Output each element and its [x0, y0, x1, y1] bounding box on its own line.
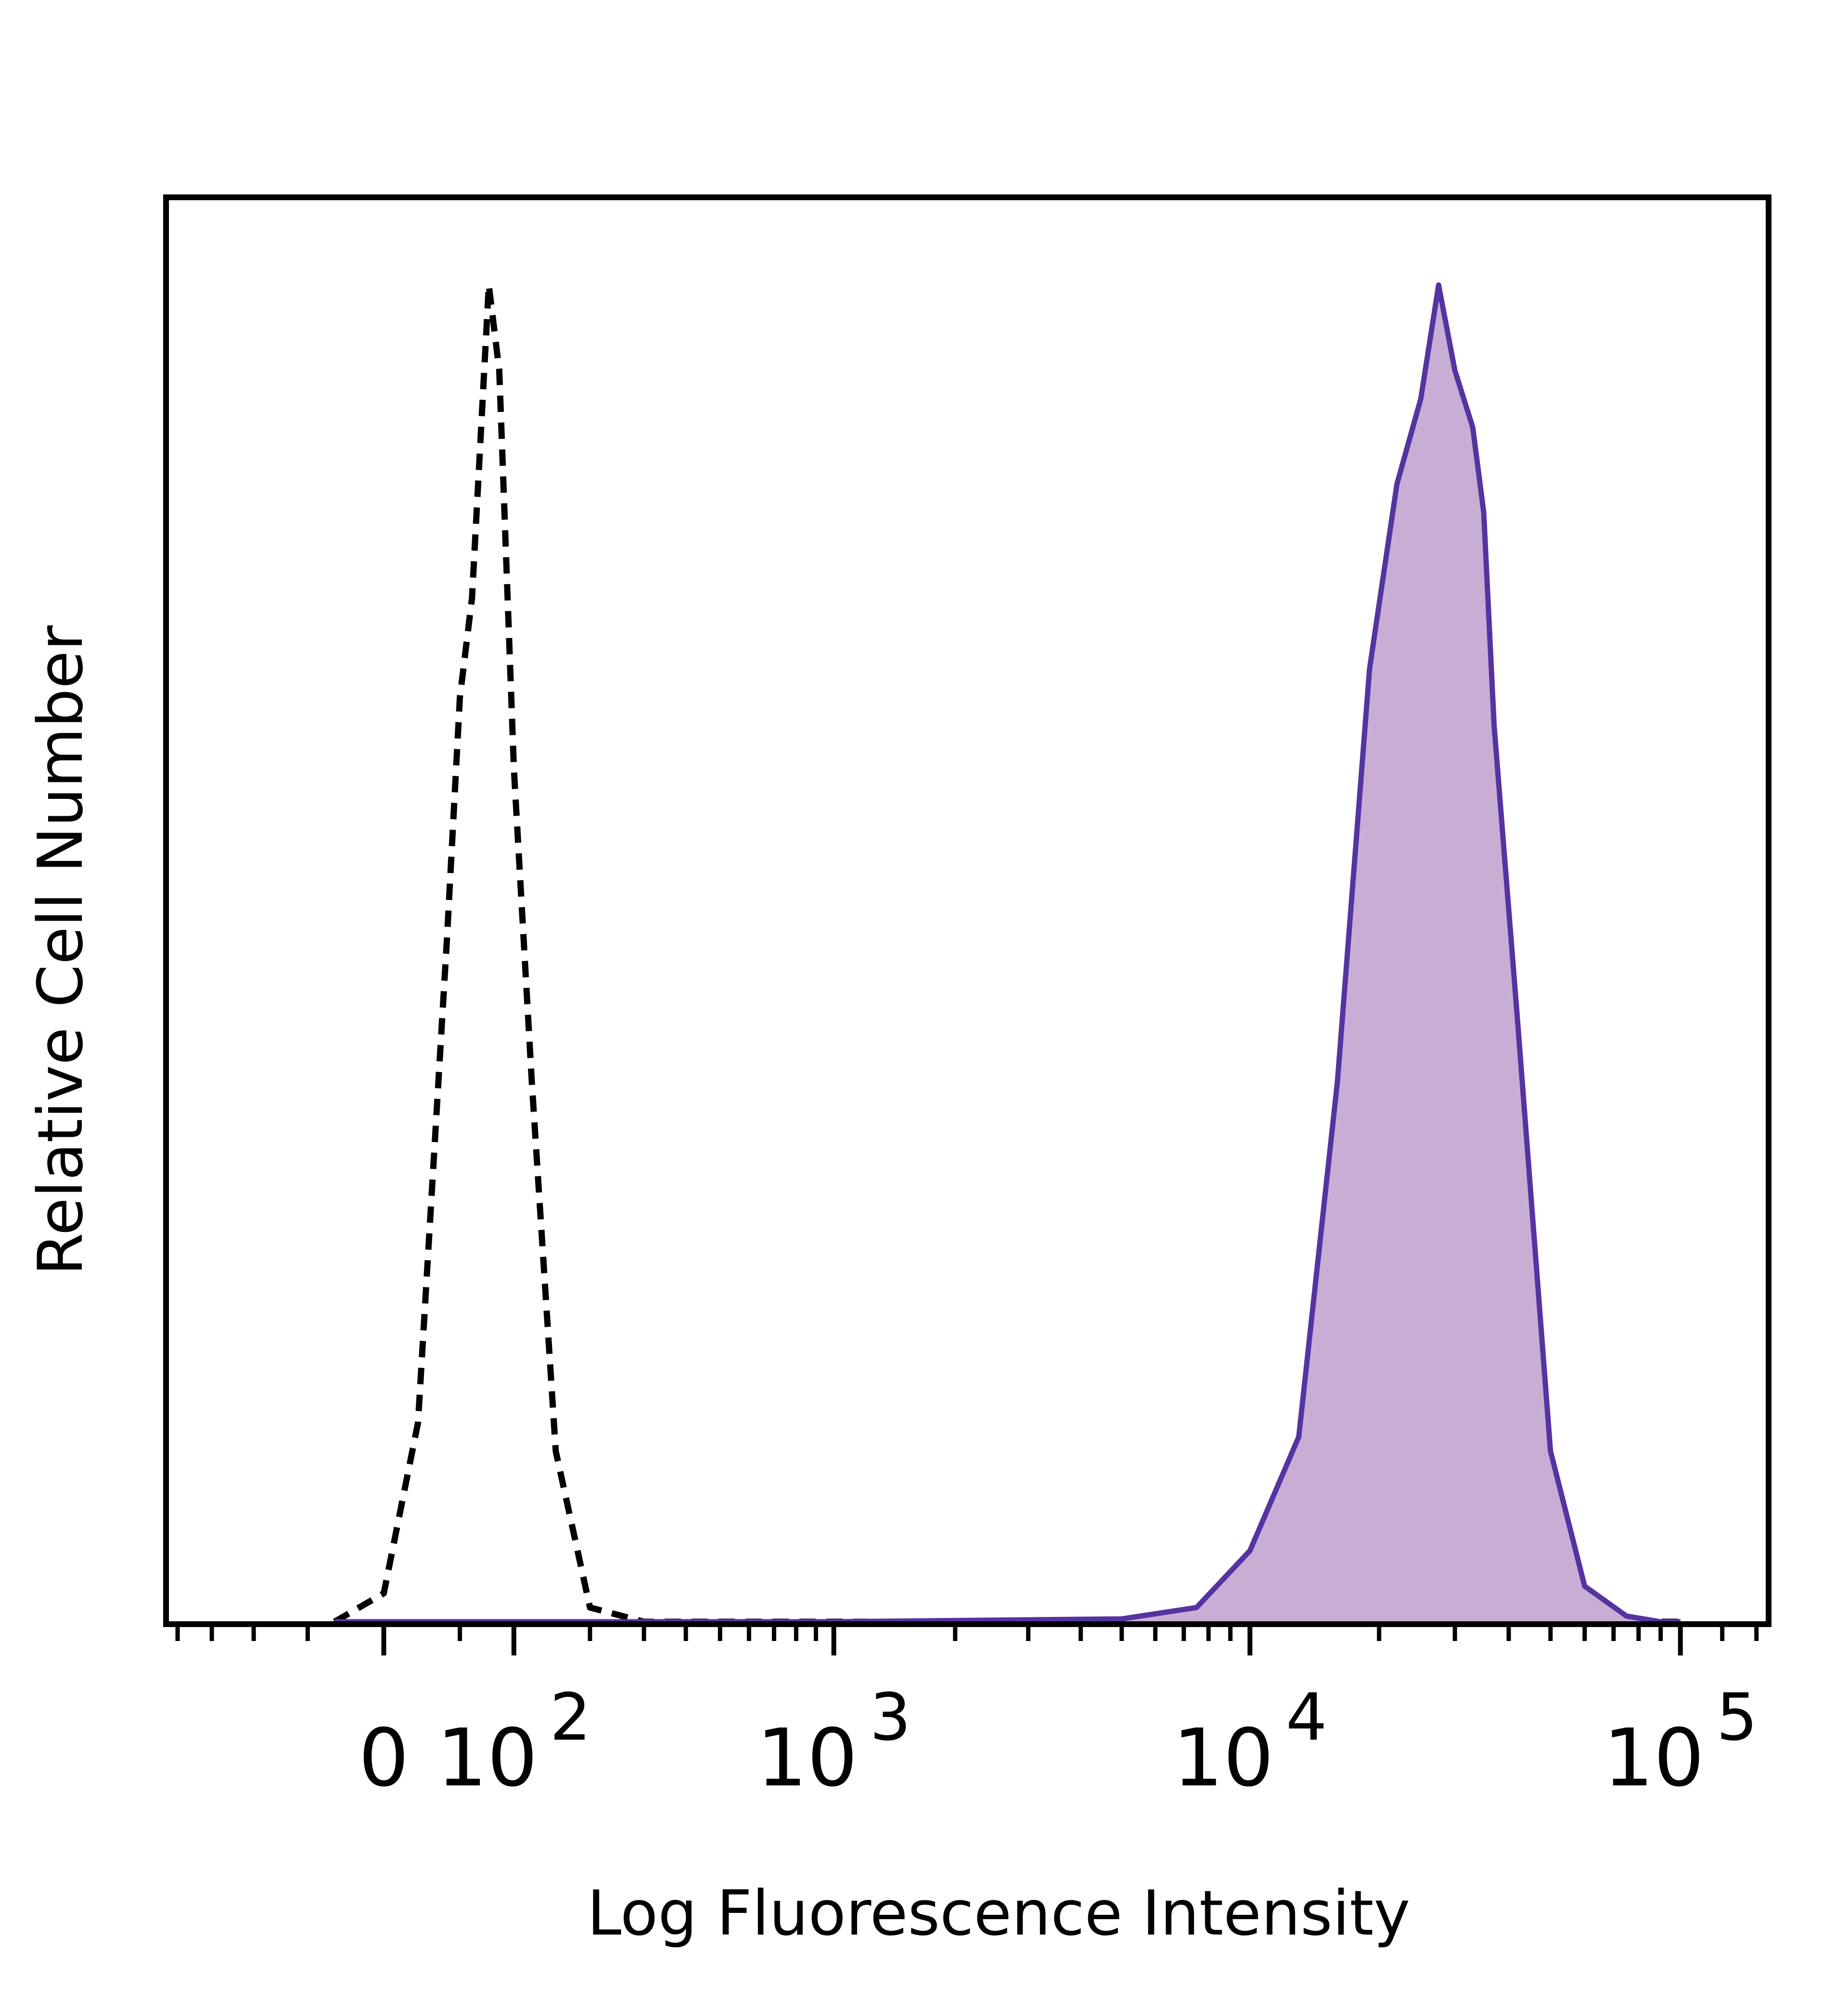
series-1-fill: [334, 285, 1681, 1622]
y-axis-title: Relative Cell Number: [25, 625, 97, 1275]
x-tick-label-3: 10 4: [1173, 1679, 1327, 1804]
series-0-line: [333, 282, 1681, 1625]
x-tick-label-2: 10 3: [757, 1679, 911, 1804]
x-tick-label-4: 10 5: [1603, 1679, 1758, 1804]
series-1-line: [334, 282, 1681, 1625]
x-tick-label-0: 0: [359, 1712, 409, 1804]
x-tick-label-1: 10 2: [436, 1679, 591, 1804]
x-axis-title: Log Fluorescence Intensity: [587, 1878, 1410, 1949]
plot-frame: [163, 194, 1771, 1627]
histogram-series: [333, 282, 1681, 1625]
x-tick-labels: 0 10 2 10 3 10 4 10 5: [359, 1679, 1758, 1804]
